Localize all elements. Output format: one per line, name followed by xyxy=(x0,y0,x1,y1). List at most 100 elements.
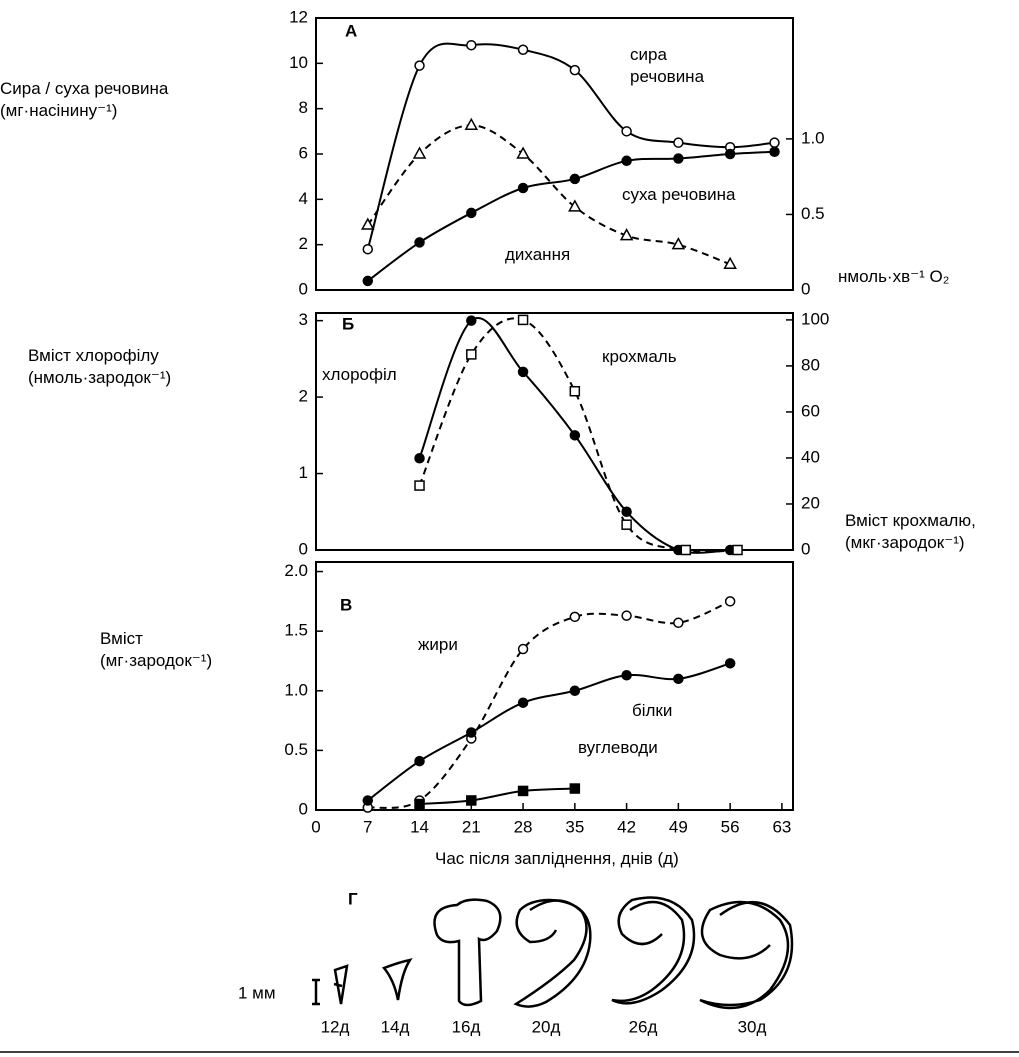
y-tick-label: 0.5 xyxy=(284,740,308,759)
marker xyxy=(569,385,581,397)
y2-tick-label: 1.0 xyxy=(801,128,825,147)
marker xyxy=(360,217,375,230)
marker xyxy=(724,148,736,160)
y-axis-title: Сира / суха речовина xyxy=(0,79,169,98)
marker xyxy=(621,126,632,137)
y-tick-label: 1 xyxy=(299,463,308,482)
y2-tick-label: 0 xyxy=(801,279,810,298)
stage-label: 30д xyxy=(738,1017,767,1036)
marker xyxy=(412,146,427,159)
x-tick-label: 28 xyxy=(514,817,533,836)
y-tick-label: 0 xyxy=(299,539,308,558)
y2-tick-label: 80 xyxy=(801,355,820,374)
marker xyxy=(673,153,684,164)
marker xyxy=(569,173,581,185)
series-line xyxy=(367,150,775,282)
x-tick-label: 63 xyxy=(772,817,791,836)
embryo-26 xyxy=(611,896,696,1005)
y2-axis-title: Вміст крохмалю, xyxy=(845,511,976,530)
x-tick-label: 21 xyxy=(462,817,481,836)
marker xyxy=(464,117,479,131)
embryo-12 xyxy=(333,964,349,1005)
embryo-16 xyxy=(433,898,502,1007)
marker xyxy=(517,314,529,326)
marker xyxy=(516,146,530,159)
y-tick-label: 2 xyxy=(299,387,308,406)
x-axis-title: Час після запліднення, днів (д) xyxy=(435,849,679,868)
marker xyxy=(517,182,529,194)
marker xyxy=(466,39,477,51)
x-tick-label: 49 xyxy=(669,817,688,836)
marker xyxy=(569,64,581,76)
marker xyxy=(671,237,686,250)
marker xyxy=(724,658,736,669)
marker xyxy=(517,366,529,378)
embryo-14 xyxy=(381,958,413,1001)
y-tick-label: 6 xyxy=(299,143,308,162)
embryo-drawings xyxy=(312,896,794,1010)
y-axis-title: (мг·насінину⁻¹) xyxy=(0,101,118,120)
scale-bar xyxy=(312,978,320,1006)
marker xyxy=(724,596,736,607)
series-label: жири xyxy=(418,635,458,654)
marker xyxy=(517,643,529,655)
y-axis-title: Вміст xyxy=(100,629,143,648)
y-tick-label: 2.0 xyxy=(284,561,308,580)
y-tick-label: 0 xyxy=(299,799,308,818)
marker xyxy=(569,430,581,441)
x-tick-label: 56 xyxy=(721,817,740,836)
series-label: суха речовина xyxy=(622,185,736,204)
y-axis-title: (нмоль·зародок⁻¹) xyxy=(28,368,172,387)
y-axis-title: (мг·зародок⁻¹) xyxy=(100,651,213,670)
series-line xyxy=(419,787,575,806)
marker xyxy=(673,617,684,629)
marker xyxy=(569,611,581,623)
marker xyxy=(414,480,425,491)
panel-letter: А xyxy=(345,21,357,40)
y2-tick-label: 100 xyxy=(801,309,829,328)
y2-axis-title: нмоль·хв⁻¹ O₂ xyxy=(838,267,950,286)
marker xyxy=(517,785,529,797)
stage-label: 14д xyxy=(381,1017,410,1036)
marker xyxy=(466,727,477,738)
scale-label: 1 мм xyxy=(238,983,276,1002)
y2-axis-title: (мкг·зародок⁻¹) xyxy=(845,533,965,552)
y-tick-label: 8 xyxy=(299,98,308,117)
plot-frame xyxy=(315,561,794,811)
x-tick-label: 14 xyxy=(410,817,429,836)
marker xyxy=(569,783,581,794)
y2-tick-label: 60 xyxy=(801,401,820,420)
series-label: крохмаль xyxy=(602,347,677,366)
marker xyxy=(568,199,582,212)
y-tick-label: 3 xyxy=(299,310,308,329)
marker xyxy=(414,237,425,248)
marker xyxy=(680,544,692,556)
x-tick-label: 0 xyxy=(311,817,320,836)
panel-letter: В xyxy=(340,595,352,614)
y-tick-label: 0 xyxy=(299,279,308,298)
marker xyxy=(621,610,632,621)
marker xyxy=(769,137,780,148)
stage-label: 12д xyxy=(321,1017,350,1036)
series-label: хлорофіл xyxy=(322,365,397,384)
y-tick-label: 10 xyxy=(289,53,308,72)
marker xyxy=(466,795,477,806)
marker xyxy=(414,798,425,810)
series-line xyxy=(418,317,738,553)
y-tick-label: 4 xyxy=(299,189,308,208)
marker xyxy=(466,207,477,219)
y-tick-label: 1.0 xyxy=(284,680,308,699)
marker xyxy=(621,670,632,681)
stage-label: 20д xyxy=(532,1017,561,1036)
y-tick-label: 2 xyxy=(299,234,308,253)
marker xyxy=(362,795,374,806)
marker xyxy=(414,755,425,767)
panel-letter: Г xyxy=(348,889,358,908)
marker xyxy=(769,146,780,157)
y-axis-title: Вміст хлорофілу xyxy=(28,346,159,365)
marker xyxy=(621,519,632,530)
marker xyxy=(414,453,425,464)
x-tick-label: 7 xyxy=(363,817,372,836)
series-label: сира речовина xyxy=(630,45,705,86)
